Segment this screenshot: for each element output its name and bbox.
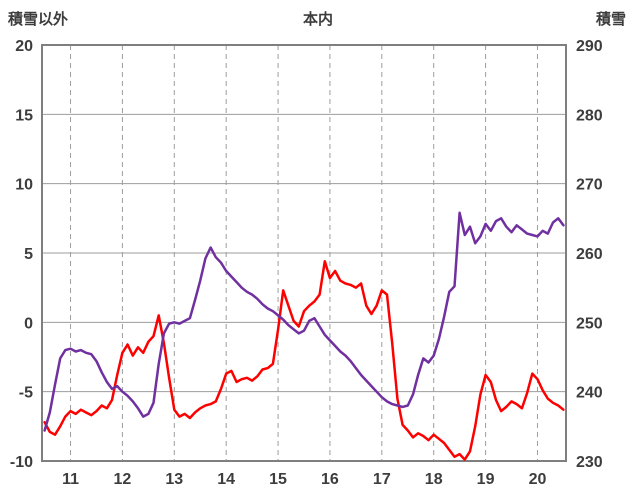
- chart-title: 本内: [302, 11, 333, 28]
- x-tick-label: 15: [269, 471, 287, 488]
- left-tick-label: 0: [24, 315, 33, 332]
- x-tick-label: 20: [529, 471, 547, 488]
- left-tick-label: 20: [15, 38, 33, 55]
- x-tick-label: 14: [217, 471, 235, 488]
- series-line-left: [43, 260, 565, 461]
- right-tick-label: 230: [576, 454, 603, 471]
- right-tick-label: 240: [576, 385, 603, 402]
- x-tick-label: 18: [425, 471, 443, 488]
- right-tick-label: 260: [576, 246, 603, 263]
- series-line-right: [43, 211, 565, 432]
- right-tick-label: 250: [576, 315, 603, 332]
- x-tick-label: 12: [114, 471, 132, 488]
- x-tick-label: 19: [477, 471, 495, 488]
- left-tick-label: -5: [19, 385, 33, 402]
- x-tick-label: 17: [373, 471, 391, 488]
- right-tick-label: 280: [576, 107, 603, 124]
- x-tick-label: 11: [62, 471, 79, 488]
- left-tick-label: 15: [15, 107, 33, 124]
- right-tick-label: 270: [576, 177, 603, 194]
- x-tick-label: 16: [321, 471, 339, 488]
- left-tick-label: 5: [24, 246, 33, 263]
- left-axis-title: 積雪以外: [8, 11, 69, 28]
- x-tick-label: 13: [165, 471, 183, 488]
- left-tick-label: -10: [10, 454, 33, 471]
- right-axis-title: 積雪: [595, 11, 626, 28]
- plot-frame: [41, 44, 567, 462]
- left-tick-label: 10: [15, 177, 33, 194]
- right-tick-label: 290: [576, 38, 603, 55]
